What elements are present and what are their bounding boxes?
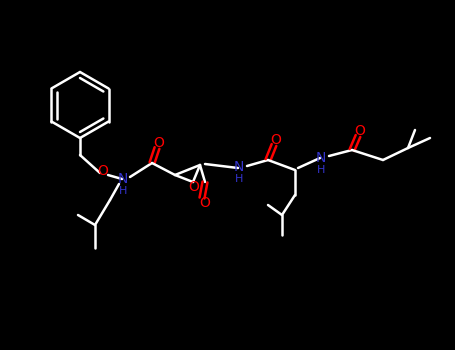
Text: H: H — [317, 165, 325, 175]
Text: N: N — [316, 151, 326, 165]
Text: O: O — [354, 124, 365, 138]
Text: O: O — [271, 133, 282, 147]
Text: N: N — [118, 172, 128, 186]
Text: H: H — [235, 174, 243, 184]
Text: O: O — [188, 180, 199, 194]
Text: O: O — [154, 136, 164, 150]
Text: H: H — [119, 186, 127, 196]
Text: N: N — [234, 160, 244, 174]
Text: O: O — [97, 164, 108, 178]
Text: O: O — [200, 196, 210, 210]
